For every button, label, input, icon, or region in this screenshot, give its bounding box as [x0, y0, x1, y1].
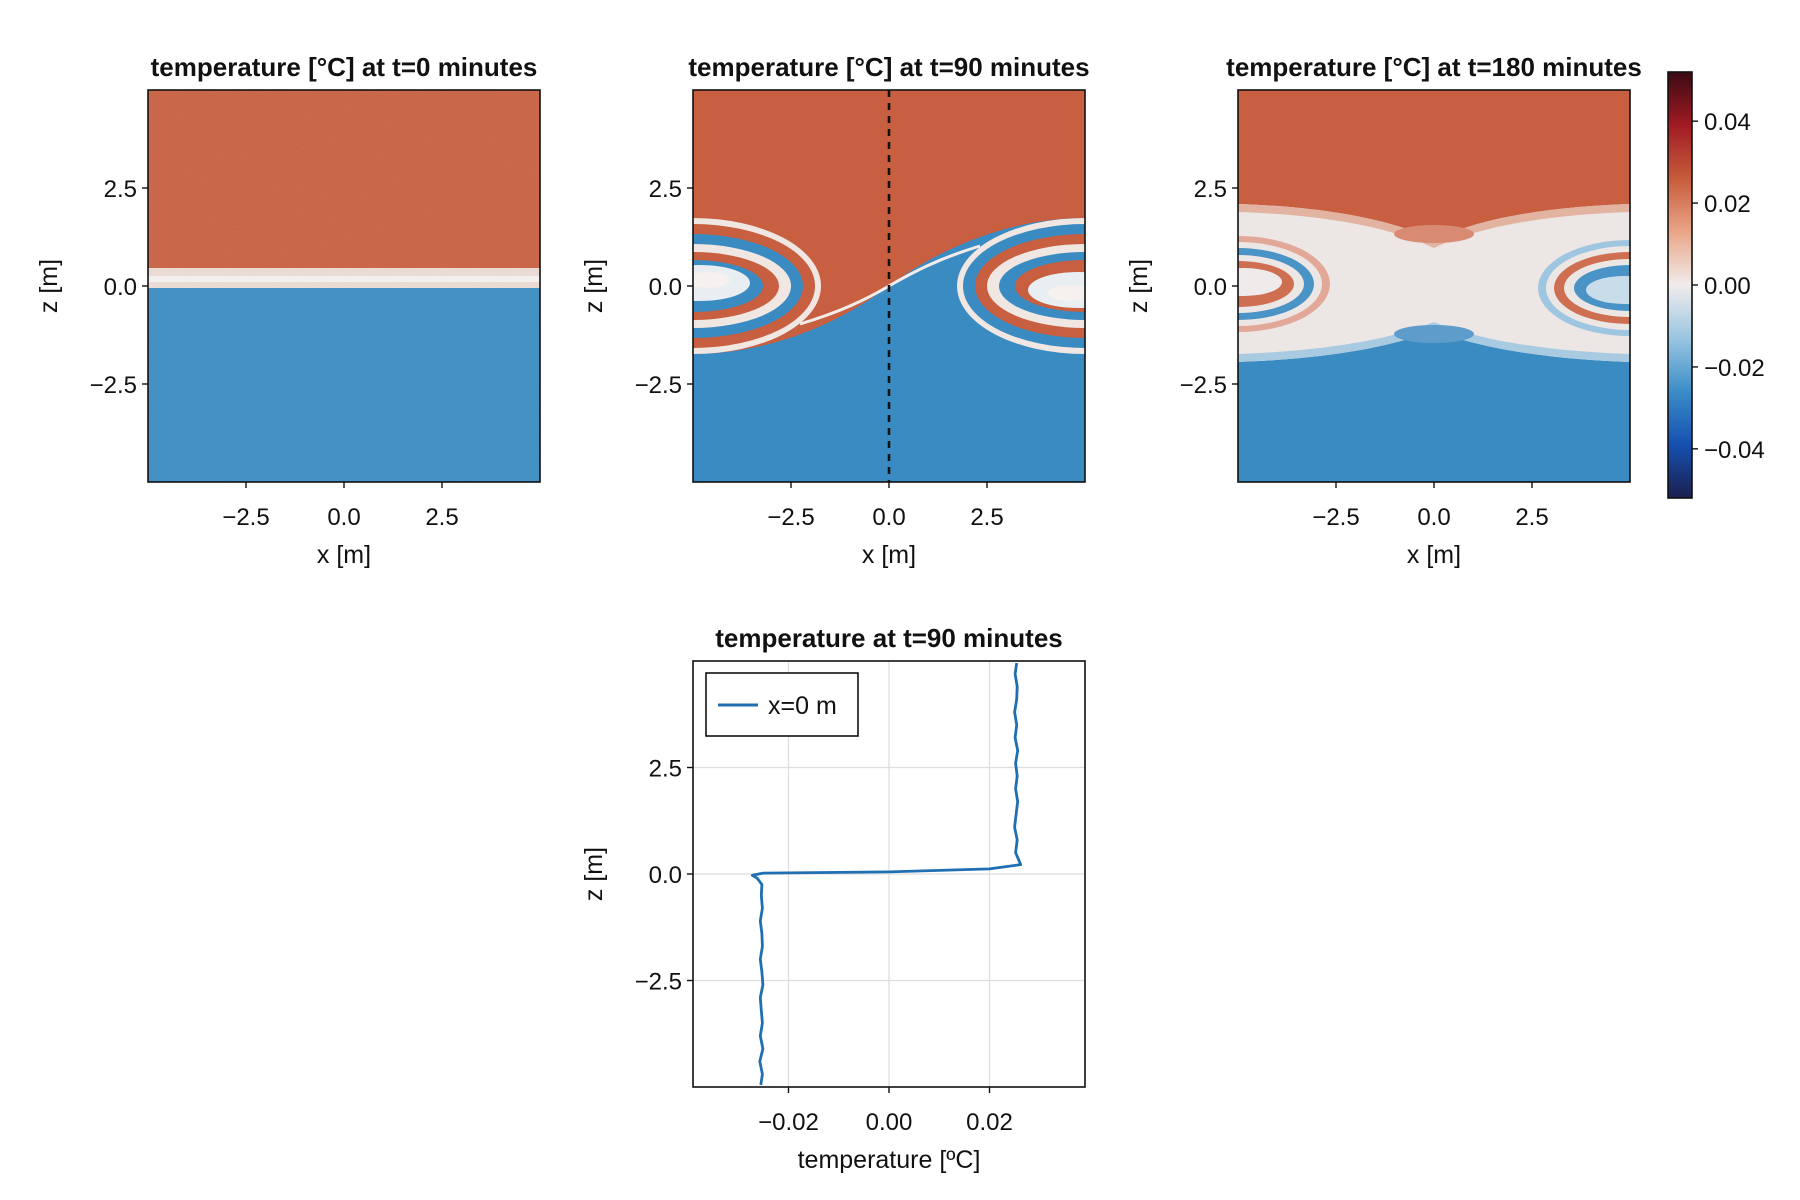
y-axis-t180: −2.5 0.0 2.5 z [m] [1125, 176, 1238, 399]
profile-y-axis-label: z [m] [580, 847, 608, 901]
y-axis-label-t90: z [m] [580, 259, 608, 313]
colorbar-tick-label-2: 0.00 [1704, 273, 1751, 300]
profile-y-tick-label-2: 2.5 [649, 756, 682, 783]
panel-title-t90: temperature [°C] at t=90 minutes [688, 52, 1089, 82]
profile-line-series [750, 662, 1023, 1086]
profile-y-axis: −2.5 0.0 2.5 [635, 756, 693, 996]
profile-legend: x=0 m [705, 672, 859, 737]
y-axis-t90: −2.5 0.0 2.5 z [m] [580, 176, 693, 399]
x-tick-label-t0-2: 2.5 [425, 504, 458, 531]
billow-right-core-inner [1048, 285, 1085, 301]
x-axis-label-t90: x [m] [862, 541, 916, 569]
y-axis-label-t0: z [m] [35, 259, 63, 313]
profile-x-tick-label-1: 0.00 [866, 1109, 913, 1136]
legend-entry-label: x=0 m [768, 692, 837, 720]
heatmap-panel-t180: temperature [°C] at t=180 minutes [1125, 52, 1642, 569]
y-tick-label-t180-1: 0.0 [1194, 274, 1227, 301]
colorbar-tick-label-1: 0.02 [1704, 191, 1751, 218]
heatmap-field-t90 [693, 90, 1085, 482]
heatmap-field-t0 [148, 90, 540, 482]
heatmap-panel-t0: temperature [°C] at t=0 minutes −2.5 0.0… [35, 52, 541, 569]
x-tick-label-t180-0: −2.5 [1312, 504, 1359, 531]
panel-title-t180: temperature [°C] at t=180 minutes [1226, 52, 1642, 82]
colorbar-gradient [1668, 72, 1692, 498]
heatmap-field-t180 [1238, 90, 1630, 482]
y-axis-label-t180: z [m] [1125, 259, 1153, 313]
heatmap-panel-t90: temperature [°C] at t=90 minutes [580, 52, 1090, 569]
y-tick-label-t180-0: −2.5 [1180, 372, 1227, 399]
panel-title-t0: temperature [°C] at t=0 minutes [151, 52, 538, 82]
mixed-lower-blue-t180 [1238, 322, 1630, 362]
x-tick-label-t90-2: 2.5 [970, 504, 1003, 531]
x-tick-label-t180-1: 0.0 [1417, 504, 1450, 531]
x-axis-t180: −2.5 0.0 2.5 x [m] [1312, 482, 1549, 569]
vortex-left-core [1238, 268, 1282, 296]
mixed-top-red-t180 [1394, 225, 1474, 243]
x-axis-t0: −2.5 0.0 2.5 x [m] [222, 482, 459, 569]
y-tick-label-t90-1: 0.0 [649, 274, 682, 301]
colorbar: 0.04 0.02 0.00 −0.02 −0.04 [1667, 71, 1765, 499]
mixed-region-t180 [1238, 204, 1630, 362]
profile-x-axis-label: temperature [ºC] [798, 1146, 981, 1174]
x-tick-label-t90-0: −2.5 [767, 504, 814, 531]
profile-x-tick-label-0: −0.02 [758, 1109, 819, 1136]
mixed-bottom-blue-t180 [1394, 325, 1474, 343]
profile-y-tick-label-1: 0.0 [649, 862, 682, 889]
mixed-upper-pink-t180 [1238, 204, 1630, 248]
vortex-right-core [1586, 276, 1630, 304]
profile-panel-t90: temperature at t=90 minutes −0.02 0.00 0.0… [580, 623, 1086, 1174]
colorbar-tick-label-3: −0.02 [1704, 355, 1765, 382]
colorbar-tick-label-4: −0.04 [1704, 437, 1765, 464]
profile-y-tick-label-0: −2.5 [635, 969, 682, 996]
colorbar-ticks: 0.04 0.02 0.00 −0.02 −0.04 [1692, 109, 1765, 464]
x-axis-t90: −2.5 0.0 2.5 x [m] [767, 482, 1004, 569]
billow-left-core-inner [693, 272, 730, 288]
billow-left-t90 [693, 218, 821, 354]
profile-x-axis: −0.02 0.00 0.02 [758, 1087, 1013, 1136]
vortex-left-t180 [1238, 236, 1330, 332]
x-tick-label-t0-0: −2.5 [222, 504, 269, 531]
x-tick-label-t0-1: 0.0 [327, 504, 360, 531]
x-axis-label-t0: x [m] [317, 541, 371, 569]
vortex-right-t180 [1538, 240, 1630, 336]
y-axis-t0: −2.5 0.0 2.5 z [m] [35, 176, 148, 399]
y-tick-label-t180-2: 2.5 [1194, 176, 1227, 203]
y-tick-label-t0-0: −2.5 [90, 372, 137, 399]
y-tick-label-t0-2: 2.5 [104, 176, 137, 203]
profile-x-tick-label-2: 0.02 [966, 1109, 1013, 1136]
x-tick-label-t180-2: 2.5 [1515, 504, 1548, 531]
y-tick-label-t90-2: 2.5 [649, 176, 682, 203]
x-axis-label-t180: x [m] [1407, 541, 1461, 569]
x-tick-label-t90-1: 0.0 [872, 504, 905, 531]
y-tick-label-t90-0: −2.5 [635, 372, 682, 399]
billow-right-t90 [957, 218, 1085, 354]
legend-box [705, 672, 859, 737]
y-tick-label-t0-1: 0.0 [104, 274, 137, 301]
noise-texture-t0 [148, 90, 540, 482]
profile-title: temperature at t=90 minutes [715, 623, 1063, 653]
colorbar-tick-label-0: 0.04 [1704, 109, 1751, 136]
